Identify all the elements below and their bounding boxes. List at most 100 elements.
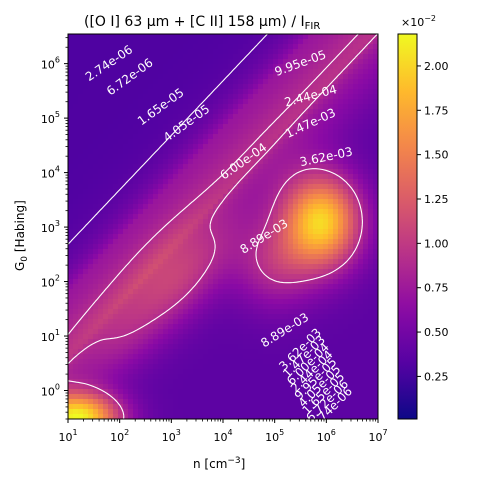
heatmap-cell [203, 409, 209, 415]
heatmap-cell [208, 239, 214, 245]
heatmap-cell [313, 334, 319, 340]
heatmap-cell [78, 294, 84, 300]
heatmap-cell [258, 259, 264, 265]
heatmap-cell [248, 284, 254, 290]
heatmap-cell [343, 364, 349, 370]
heatmap-cell [188, 394, 194, 400]
heatmap-cell [303, 34, 309, 40]
heatmap-cell [218, 259, 224, 265]
heatmap-cell [133, 139, 139, 145]
heatmap-cell [208, 304, 214, 310]
heatmap-cell [313, 104, 319, 110]
heatmap-cell [373, 139, 378, 145]
heatmap-cell [208, 319, 214, 325]
heatmap-cell [73, 314, 79, 320]
heatmap-cell [348, 109, 354, 115]
heatmap-cell [163, 109, 169, 115]
heatmap-cell [118, 264, 124, 270]
heatmap-cell [143, 349, 149, 355]
heatmap-cell [333, 79, 339, 85]
heatmap-cell [218, 284, 224, 290]
heatmap-cell [218, 369, 224, 375]
y-tick-label: 104 [41, 165, 60, 181]
heatmap-cell [313, 34, 319, 40]
x-tick-label: 102 [110, 428, 129, 444]
heatmap-cell [213, 274, 219, 280]
heatmap-cell [328, 149, 334, 155]
heatmap-cell [128, 344, 134, 350]
heatmap-cell [163, 349, 169, 355]
heatmap-cell [323, 144, 329, 150]
heatmap-cell [118, 389, 124, 395]
heatmap-cell [228, 209, 234, 215]
heatmap-cell [168, 159, 174, 165]
heatmap-cell [238, 304, 244, 310]
heatmap-cell [163, 244, 169, 250]
heatmap-cell [168, 269, 174, 275]
heatmap-cell [228, 234, 234, 240]
heatmap-cell [338, 104, 344, 110]
heatmap-cell [318, 359, 324, 365]
heatmap-cell [133, 159, 139, 165]
heatmap-cell [258, 199, 264, 205]
heatmap-cell [208, 309, 214, 315]
heatmap-cell [363, 314, 369, 320]
heatmap-cell [303, 99, 309, 105]
heatmap-cell [158, 249, 164, 255]
heatmap-cell [273, 239, 279, 245]
heatmap-cell [83, 194, 89, 200]
heatmap-cell [148, 374, 154, 380]
heatmap-cell [153, 229, 159, 235]
heatmap-cell [178, 364, 184, 370]
heatmap-cell [353, 279, 359, 285]
heatmap-cell [193, 299, 199, 305]
heatmap-cell [373, 109, 378, 115]
heatmap-cell [318, 104, 324, 110]
heatmap-cell [278, 259, 284, 265]
heatmap-cell [158, 254, 164, 260]
heatmap-cell [318, 84, 324, 90]
heatmap-cell [203, 239, 209, 245]
heatmap-cell [373, 279, 378, 285]
heatmap-cell [323, 89, 329, 95]
heatmap-cell [323, 359, 329, 365]
heatmap-cell [268, 194, 274, 200]
heatmap-cell [193, 64, 199, 70]
heatmap-cell [278, 104, 284, 110]
heatmap-cell [308, 259, 314, 265]
heatmap-cell [68, 284, 74, 290]
heatmap-cell [68, 134, 74, 140]
heatmap-cell [323, 69, 329, 75]
heatmap-cell [348, 234, 354, 240]
heatmap-cell [223, 284, 229, 290]
heatmap-cell [88, 264, 94, 270]
heatmap-cell [343, 304, 349, 310]
heatmap-cell [83, 149, 89, 155]
heatmap-cell [343, 299, 349, 305]
heatmap-cell [168, 44, 174, 50]
heatmap-cell [373, 254, 378, 260]
heatmap-cell [318, 284, 324, 290]
heatmap-cell [248, 409, 254, 415]
heatmap-cell [153, 324, 159, 330]
heatmap-cell [93, 39, 99, 45]
heatmap-cell [248, 324, 254, 330]
heatmap-cell [208, 409, 214, 415]
heatmap-cell [303, 279, 309, 285]
heatmap-cell [133, 164, 139, 170]
heatmap-cell [173, 94, 179, 100]
heatmap-cell [123, 304, 129, 310]
heatmap-cell [188, 219, 194, 225]
heatmap-cell [178, 319, 184, 325]
heatmap-cell [88, 54, 94, 60]
heatmap-cell [68, 114, 74, 120]
heatmap-cell [213, 184, 219, 190]
heatmap-cell [288, 159, 294, 165]
heatmap-cell [143, 319, 149, 325]
heatmap-cell [68, 199, 74, 205]
heatmap-cell [218, 379, 224, 385]
heatmap-cell [218, 69, 224, 75]
heatmap-cell [263, 99, 269, 105]
heatmap-cell [153, 109, 159, 115]
heatmap-cell [228, 389, 234, 395]
